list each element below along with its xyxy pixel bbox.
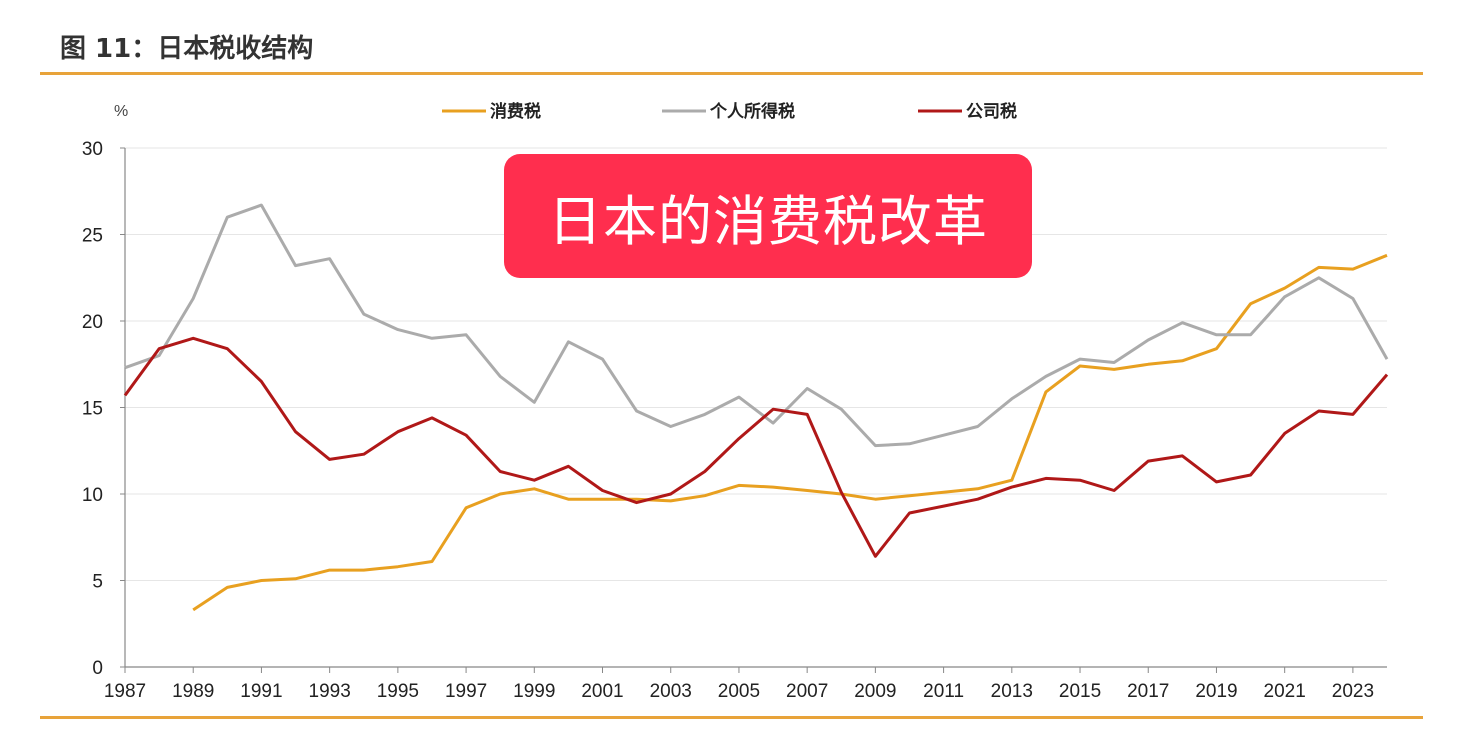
top-rule (40, 72, 1423, 75)
y-tick-label: 5 (92, 572, 103, 593)
x-tick-label: 2013 (991, 681, 1033, 702)
y-tick-labels: 0 5 10 15 20 25 30 (82, 139, 103, 679)
x-tick-label: 1991 (240, 681, 282, 702)
y-tick-label: 0 (92, 658, 103, 679)
x-tick-label: 1989 (172, 681, 214, 702)
x-tick-label: 1993 (309, 681, 351, 702)
bottom-rule (40, 716, 1423, 719)
legend-label-0: 消费税 (490, 101, 541, 122)
gridlines (125, 147, 1387, 581)
x-tick-label: 2007 (786, 681, 828, 702)
legend-label-1: 个人所得税 (709, 101, 795, 122)
overlay-banner: 日本的消费税改革 (504, 154, 1032, 278)
y-unit-label: % (114, 103, 128, 120)
y-tick-label: 10 (82, 485, 103, 506)
series-line-1 (124, 203, 1389, 448)
series-line-0 (192, 253, 1388, 612)
x-tick-label: 2003 (650, 681, 692, 702)
x-tick-label: 2005 (718, 681, 760, 702)
x-tick-label: 2009 (854, 681, 896, 702)
x-tick-label: 2023 (1332, 681, 1374, 702)
x-tick-label: 2019 (1195, 681, 1237, 702)
x-tick-label: 1987 (104, 681, 146, 702)
x-tick-label: 1999 (513, 681, 555, 702)
y-tick-label: 20 (82, 312, 103, 333)
y-tick-label: 30 (82, 139, 103, 160)
x-tick-label: 1995 (377, 681, 419, 702)
figure-title: 图 11：日本税收结构 (60, 34, 314, 64)
series-lines (123, 203, 1389, 612)
x-tick-label: 1997 (445, 681, 487, 702)
legend: 消费税 个人所得税 公司税 (442, 101, 1017, 122)
y-tick-label: 25 (82, 226, 103, 247)
x-tick-label: 2017 (1127, 681, 1169, 702)
x-tick-label: 2011 (923, 681, 964, 702)
legend-label-2: 公司税 (966, 101, 1017, 122)
y-tick-label: 15 (82, 399, 103, 420)
x-tick-label: 2021 (1264, 681, 1306, 702)
x-tick-labels: 1987 1989 1991 1993 1995 1997 1999 2001 2003 2005… (104, 681, 1374, 702)
overlay-text: 日本的消费税改革 (548, 189, 988, 253)
axes (120, 147, 1387, 673)
x-tick-label: 2015 (1059, 681, 1101, 702)
series-line-2 (123, 336, 1389, 558)
x-tick-label: 2001 (581, 681, 623, 702)
